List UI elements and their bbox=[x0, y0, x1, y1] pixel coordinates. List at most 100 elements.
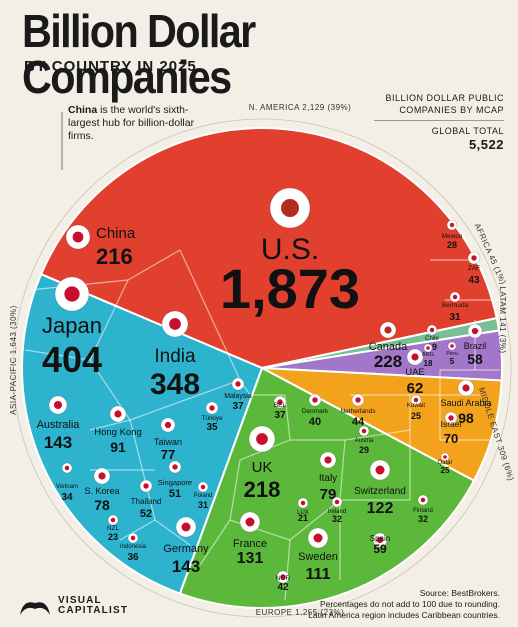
country-name-t-rkiye: Türkiye bbox=[201, 415, 223, 422]
country-name-nor: NOR bbox=[276, 575, 291, 582]
country-name-s-korea: S. Korea bbox=[84, 486, 119, 496]
region-europe bbox=[178, 366, 476, 609]
sweden-flag-emblem-icon bbox=[313, 533, 323, 543]
cell-border bbox=[179, 249, 241, 381]
country-value-lux: 21 bbox=[298, 513, 308, 523]
country-value-kuwait: 25 bbox=[411, 411, 421, 421]
country-name-poland: Poland bbox=[194, 493, 213, 499]
country-value-u-s-: 1,873 bbox=[220, 257, 360, 320]
country-name-singapore: Singapore bbox=[158, 478, 192, 487]
country-value-switzerland: 122 bbox=[367, 500, 394, 517]
country-value-canada: 228 bbox=[374, 352, 402, 371]
country-name-peru: Peru bbox=[446, 351, 458, 357]
brazil-flag-emblem-icon bbox=[471, 327, 479, 335]
cell-border bbox=[289, 499, 341, 541]
country-value-netherlands: 44 bbox=[352, 416, 365, 428]
switzerland-flag-emblem-icon bbox=[375, 465, 385, 475]
israel-flag-emblem-icon bbox=[448, 415, 454, 421]
logo-line-1: VISUAL bbox=[58, 595, 102, 606]
country-name-austria: Austria bbox=[355, 438, 374, 444]
country-name-india: India bbox=[154, 346, 196, 367]
country-name-netherlands: Netherlands bbox=[340, 408, 376, 415]
country-value-israel: 70 bbox=[444, 431, 458, 446]
country-name-zaf: ZAF bbox=[468, 265, 480, 272]
country-name-australia: Australia bbox=[37, 419, 81, 431]
source-text: Source: BestBrokers. bbox=[419, 588, 500, 598]
spain-flag-emblem-icon bbox=[376, 536, 384, 544]
cell-border bbox=[229, 459, 241, 521]
thailand-flag-emblem-icon bbox=[143, 483, 149, 489]
mexico-flag-emblem-icon bbox=[449, 222, 455, 228]
cell-border bbox=[119, 519, 156, 541]
country-name-indonesia: Indonesia bbox=[120, 544, 147, 550]
country-name-hong-kong: Hong Kong bbox=[94, 427, 142, 438]
country-name-brazil: Brazil bbox=[464, 341, 487, 351]
country-name-thailand: Thailand bbox=[131, 497, 162, 506]
cell-border bbox=[89, 419, 131, 431]
country-value-qatar: 25 bbox=[441, 466, 450, 475]
country-name-spain: Spain bbox=[370, 534, 390, 543]
japan-flag-emblem-icon bbox=[64, 286, 80, 302]
country-value-australia: 143 bbox=[44, 433, 72, 452]
country-value-indonesia: 36 bbox=[127, 552, 139, 563]
country-value-ireland: 32 bbox=[332, 514, 342, 524]
country-value-thailand: 52 bbox=[140, 508, 152, 520]
indonesia-flag-emblem-icon bbox=[130, 535, 136, 541]
country-value-saudi-arabia: 98 bbox=[458, 410, 474, 426]
cell-border bbox=[344, 429, 411, 441]
annotation-bold: China bbox=[68, 104, 98, 116]
country-value-peru: 5 bbox=[450, 357, 455, 366]
country-name-denmark: Denmark bbox=[302, 408, 329, 415]
bel-flag-emblem-icon bbox=[277, 399, 283, 405]
page-title: Billion Dollar Companies bbox=[22, 5, 256, 103]
cell-border bbox=[89, 279, 129, 361]
logo-mark-icon bbox=[20, 602, 50, 615]
denmark-flag-emblem-icon bbox=[312, 397, 318, 403]
france-flag-emblem-icon bbox=[245, 517, 255, 527]
u-s--flag-emblem-icon bbox=[281, 199, 299, 217]
region-n-america bbox=[39, 127, 498, 370]
cell-border bbox=[127, 249, 181, 281]
cell-border bbox=[24, 349, 91, 361]
taiwan-flag-emblem-icon bbox=[164, 421, 172, 429]
saudi-arabia-flag-emblem-icon bbox=[462, 384, 470, 392]
country-value-poland: 31 bbox=[198, 500, 208, 510]
country-name-israel: Israel bbox=[441, 419, 462, 429]
country-name-malaysia: Malaysia bbox=[224, 393, 252, 400]
country-name-taiwan: Taiwan bbox=[154, 437, 182, 447]
country-value-malaysia: 37 bbox=[232, 401, 244, 412]
source-note: Source: BestBrokers. Percentages do not … bbox=[308, 588, 500, 621]
page-subtitle: BY COUNTRY IN 2025 bbox=[24, 58, 197, 75]
kuwait-flag-emblem-icon bbox=[413, 397, 419, 403]
outer-ring bbox=[12, 118, 512, 618]
vietnam-flag-emblem-icon bbox=[64, 465, 70, 471]
region-label: ASIA-PACIFIC 1,643 (30%) bbox=[9, 305, 18, 415]
austria-flag-emblem-icon bbox=[361, 428, 367, 434]
total-value: 5,522 bbox=[468, 137, 504, 152]
country-value-t-rkiye: 35 bbox=[206, 422, 218, 433]
country-value-france: 131 bbox=[237, 550, 264, 567]
country-value-zaf: 43 bbox=[468, 275, 480, 286]
uk-flag-emblem-icon bbox=[256, 433, 268, 445]
germany-flag-emblem-icon bbox=[181, 522, 191, 532]
country-name-u-s-: U.S. bbox=[261, 233, 319, 266]
legend-divider bbox=[374, 120, 504, 121]
legend-line-2: COMPANIES BY MCAP bbox=[399, 105, 504, 115]
india-flag-emblem-icon bbox=[169, 318, 181, 330]
country-value-italy: 79 bbox=[320, 486, 337, 503]
country-name-kuwait: Kuwait bbox=[407, 403, 425, 409]
global-total-box: BILLION DOLLAR PUBLIC COMPANIES BY MCAP … bbox=[374, 92, 504, 151]
cell-border bbox=[129, 379, 241, 421]
hong-kong-flag-emblem-icon bbox=[114, 410, 122, 418]
t-rkiye-flag-emblem-icon bbox=[209, 405, 215, 411]
country-name-mexico: Mexico bbox=[442, 233, 463, 240]
malaysia-flag-emblem-icon bbox=[235, 381, 241, 387]
country-value-sweden: 111 bbox=[306, 566, 331, 583]
country-name-finland: Finland bbox=[413, 508, 433, 514]
nor-flag-emblem-icon bbox=[280, 574, 286, 580]
uae-flag-emblem-icon bbox=[411, 353, 419, 361]
region-label: LATAM 141 (3%) bbox=[498, 286, 507, 353]
nzl-flag-emblem-icon bbox=[110, 517, 116, 523]
chile-flag-emblem-icon bbox=[429, 327, 435, 333]
